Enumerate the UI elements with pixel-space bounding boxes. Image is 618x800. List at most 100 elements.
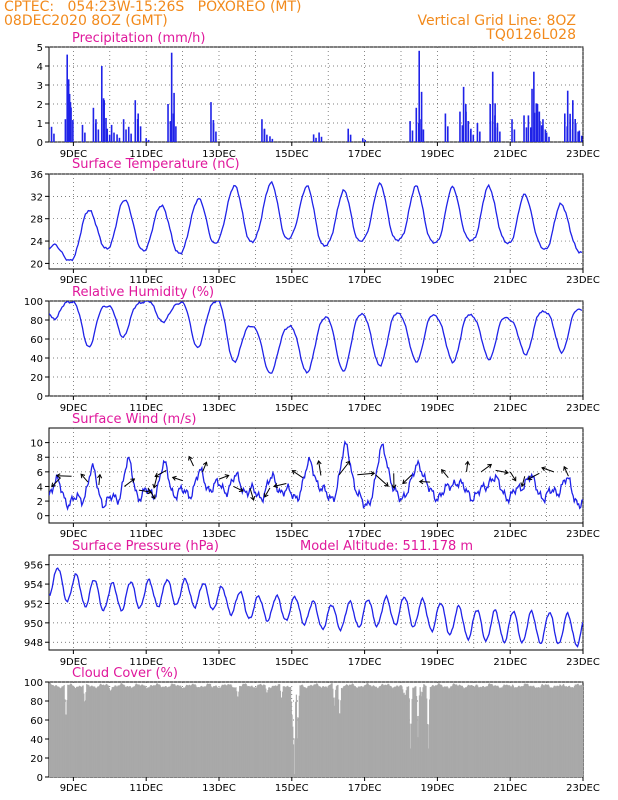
cloud-bar bbox=[81, 686, 83, 777]
precip-bar bbox=[494, 115, 496, 142]
cloud-bar bbox=[192, 683, 194, 777]
cloud-bar bbox=[439, 684, 442, 777]
precip-bar bbox=[572, 100, 574, 142]
cloud-bar bbox=[62, 686, 65, 777]
precip-bar bbox=[511, 119, 513, 142]
cloud-bar bbox=[402, 689, 404, 777]
cloud-bar bbox=[407, 687, 409, 777]
cloud-bar bbox=[323, 686, 325, 777]
cloud-bar bbox=[160, 686, 162, 777]
cloud-bar bbox=[119, 684, 121, 777]
y-tick-label: 2 bbox=[37, 497, 43, 508]
cloud-bar bbox=[474, 686, 476, 777]
cloud-bar bbox=[340, 688, 343, 777]
precip-bar bbox=[470, 128, 472, 142]
precip-bar bbox=[447, 126, 449, 142]
cloud-bar bbox=[168, 686, 170, 777]
cloud-bar bbox=[397, 686, 399, 777]
y-tick-label: 36 bbox=[30, 170, 43, 181]
cloud-bar bbox=[340, 700, 342, 777]
x-tick-label: 23DEC bbox=[566, 275, 600, 286]
cloud-bar bbox=[84, 701, 86, 777]
precip-bar bbox=[84, 132, 86, 142]
cloud-bar bbox=[221, 684, 223, 777]
cloud-bar bbox=[153, 685, 155, 777]
cloud-bar bbox=[568, 686, 570, 777]
cloud-bar bbox=[308, 686, 311, 777]
cloud-bar bbox=[392, 688, 394, 777]
wind-arrow bbox=[98, 474, 101, 486]
cloud-bar bbox=[62, 686, 64, 777]
wind-arrow-head bbox=[97, 473, 103, 479]
x-tick-label: 23DEC bbox=[566, 403, 600, 414]
cloud-bar bbox=[536, 687, 538, 777]
cloud-bar bbox=[552, 687, 554, 777]
panel-body bbox=[49, 301, 583, 374]
wind-arrow-head bbox=[224, 474, 230, 479]
precip-bar bbox=[172, 113, 175, 142]
panel-title: Surface Pressure (hPa) bbox=[72, 539, 219, 554]
cloud-bar bbox=[533, 686, 536, 777]
cloud-bar bbox=[516, 687, 518, 777]
cloud-bar bbox=[198, 687, 201, 777]
cloud-bar bbox=[144, 685, 146, 777]
y-tick-label: 3 bbox=[37, 81, 43, 92]
cloud-bar bbox=[579, 685, 581, 777]
cloud-bar bbox=[330, 684, 332, 777]
x-tick-label: 17DEC bbox=[348, 783, 382, 794]
cloud-bar bbox=[541, 684, 544, 777]
cloud-bar bbox=[573, 685, 576, 777]
precip-bar bbox=[147, 139, 150, 142]
cloud-bar bbox=[134, 686, 136, 777]
cloud-bar bbox=[101, 685, 103, 777]
cloud-bar bbox=[137, 684, 139, 777]
wind-arrow bbox=[466, 461, 469, 472]
cloud-bar bbox=[223, 684, 225, 777]
cloud-bar bbox=[417, 737, 419, 777]
cloud-bar bbox=[125, 687, 127, 777]
cloud-bar bbox=[360, 685, 362, 777]
cloud-bar bbox=[116, 686, 118, 777]
precip-bar bbox=[489, 104, 491, 142]
cloud-bar bbox=[372, 685, 375, 777]
cloud-bar bbox=[158, 684, 161, 777]
cloud-bar bbox=[263, 684, 265, 777]
wind-arrow bbox=[419, 481, 431, 483]
cloud-bar bbox=[503, 684, 505, 777]
cloud-bar bbox=[363, 685, 365, 777]
cloud-bar bbox=[379, 686, 381, 777]
cloud-bar bbox=[348, 684, 351, 777]
cloud-bar bbox=[97, 686, 100, 777]
cloud-bar bbox=[524, 683, 526, 777]
cloud-bar bbox=[539, 687, 541, 777]
cloud-bar bbox=[148, 687, 150, 777]
cloud-bar bbox=[543, 685, 545, 777]
cloud-bar bbox=[362, 687, 365, 777]
cloud-bar bbox=[261, 685, 263, 777]
cloud-bar bbox=[391, 688, 394, 777]
wind-arrow bbox=[495, 469, 509, 474]
cloud-bar bbox=[581, 685, 583, 777]
cloud-bar bbox=[94, 686, 96, 777]
cloud-bar bbox=[115, 685, 117, 777]
x-tick-label: 9DEC bbox=[60, 403, 87, 414]
cloud-bar bbox=[514, 687, 516, 777]
cloud-bar bbox=[313, 684, 315, 777]
cloud-bar bbox=[186, 684, 188, 777]
cloud-bar bbox=[199, 687, 201, 777]
x-tick-label: 13DEC bbox=[202, 149, 236, 160]
cloud-bar bbox=[473, 686, 475, 777]
panel-subtitle: Model Altitude: 511.178 m bbox=[300, 539, 473, 554]
cloud-bar bbox=[159, 685, 161, 777]
precip-bar bbox=[578, 130, 581, 142]
cloud-bar bbox=[421, 696, 423, 777]
cloud-bar bbox=[441, 685, 443, 777]
y-tick-label: 0 bbox=[37, 773, 43, 784]
cloud-bar bbox=[150, 685, 152, 777]
cloud-bar bbox=[318, 686, 320, 777]
precip-bar bbox=[415, 107, 418, 142]
cloud-bar bbox=[181, 688, 183, 777]
cloud-bar bbox=[485, 686, 487, 777]
cloud-bar bbox=[86, 684, 88, 777]
precip-bar bbox=[95, 119, 97, 142]
